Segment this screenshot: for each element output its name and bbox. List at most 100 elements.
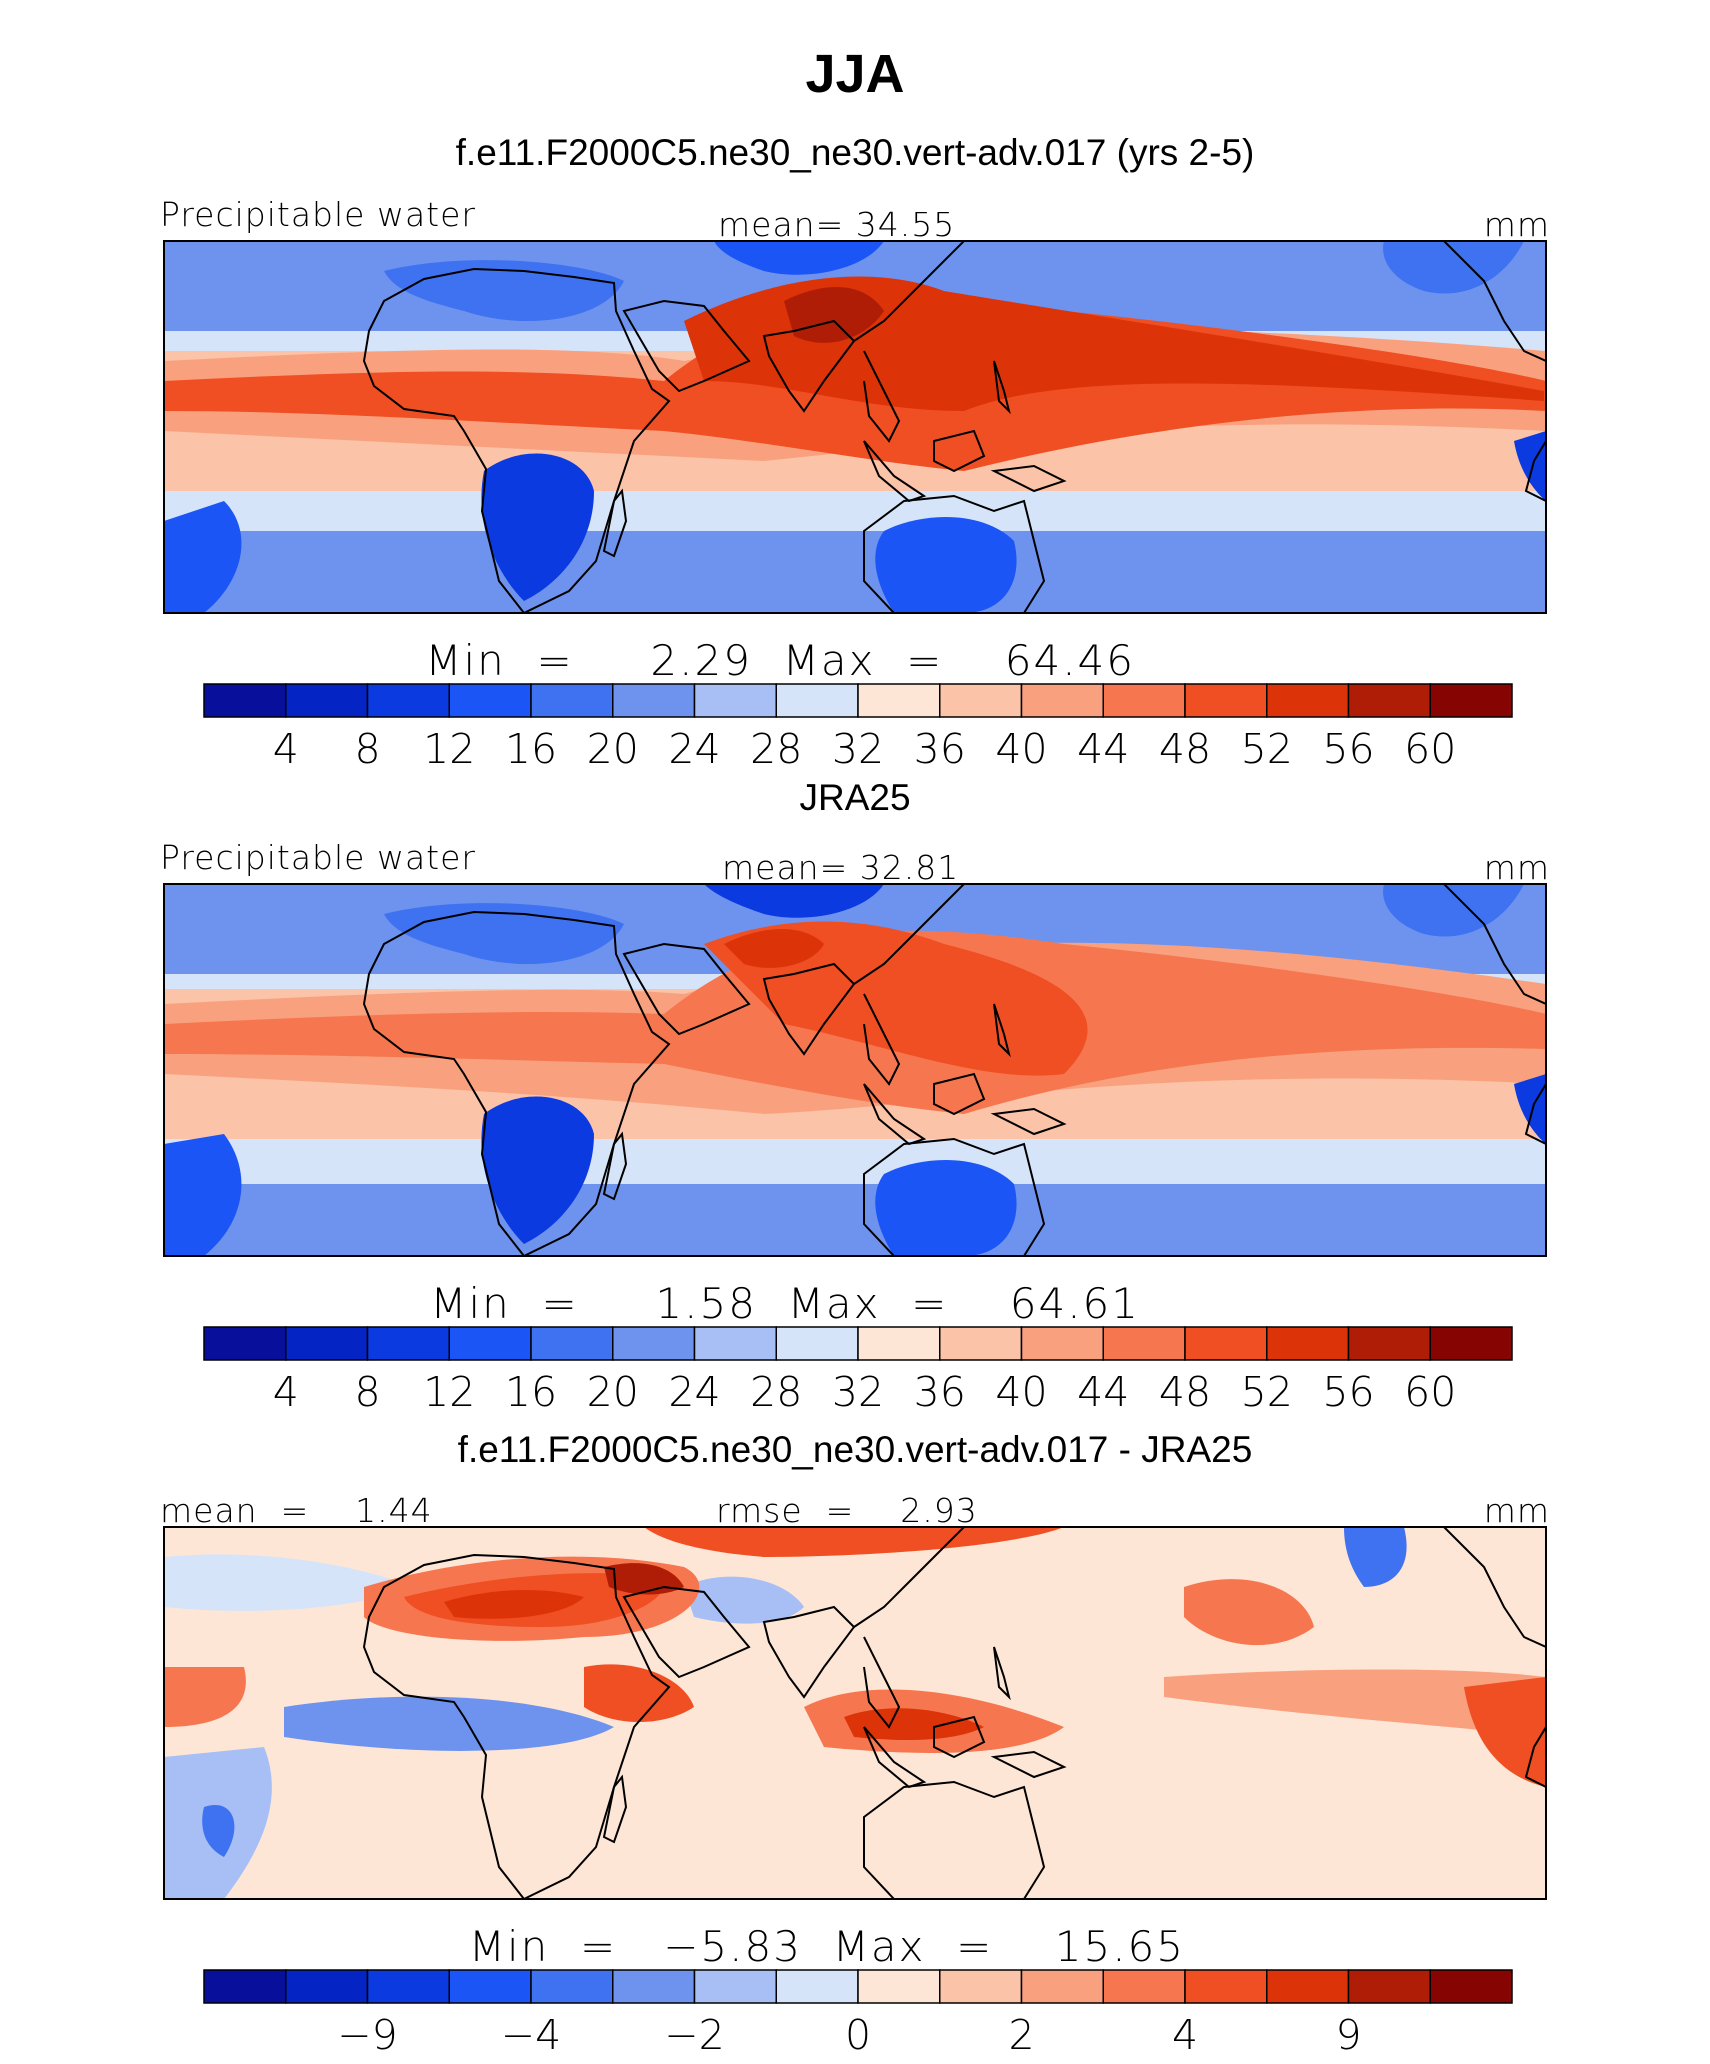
colorbar-swatch	[203, 1969, 287, 2004]
colorbar-swatch	[775, 683, 859, 718]
panel-obs: JRA25 Precipitable water mean= 32.81 mm	[160, 777, 1550, 1416]
panel-model-colorbar: 4 8 12 16 20 24 28 32 36 40 44 48 52 56 60	[203, 683, 1513, 773]
colorbar-swatch	[939, 683, 1023, 718]
colorbar-tick-label: 20	[587, 725, 639, 773]
panel-obs-colorbar: 4 8 12 16 20 24 28 32 36 40 44 48 52 56 60	[203, 1326, 1513, 1416]
colorbar-swatch	[203, 683, 287, 718]
panel-model: f.e11.F2000C5.ne30_ne30.vert-adv.017 (yr…	[160, 132, 1550, 773]
colorbar-swatch	[448, 683, 532, 718]
colorbar-swatch	[775, 1969, 859, 2004]
colorbar-tick-label: 16	[505, 1368, 557, 1416]
colorbar-tick-label: 28	[750, 1368, 802, 1416]
panel-diff: f.e11.F2000C5.ne30_ne30.vert-adv.017 - J…	[160, 1429, 1549, 2059]
panel-model-title: f.e11.F2000C5.ne30_ne30.vert-adv.017 (yr…	[456, 132, 1255, 173]
colorbar-swatch	[1347, 1969, 1431, 2004]
colorbar-tick-label: 40	[995, 725, 1047, 773]
colorbar-tick-label: 44	[1077, 725, 1129, 773]
colorbar-tick-label: 12	[423, 1368, 475, 1416]
colorbar-swatch	[285, 1969, 369, 2004]
colorbar-tick-label: 20	[587, 1368, 639, 1416]
colorbar-swatch	[1184, 683, 1268, 718]
panel-diff-minmax: Min = −5.83 Max = 15.65	[469, 1922, 1185, 1971]
colorbar-swatch	[775, 1326, 859, 1361]
colorbar-swatch	[1429, 1969, 1513, 2004]
colorbar-tick-label: 24	[668, 1368, 720, 1416]
colorbar-tick-label: 48	[1159, 1368, 1211, 1416]
colorbar-tick-label: 44	[1077, 1368, 1129, 1416]
colorbar-swatch	[285, 683, 369, 718]
panel-model-units: mm	[1484, 205, 1550, 244]
colorbar-tick-label: 12	[423, 725, 475, 773]
panel-obs-units: mm	[1484, 848, 1550, 887]
colorbar-swatch	[203, 1326, 287, 1361]
panel-diff-rmse: rmse = 2.93	[716, 1491, 978, 1530]
colorbar-tick-label: −4	[501, 2011, 561, 2059]
colorbar-tick-label: 0	[845, 2011, 871, 2059]
colorbar-swatch	[857, 1969, 941, 2004]
colorbar-tick-label: 32	[832, 1368, 884, 1416]
panel-model-variable: Precipitable water	[160, 195, 476, 234]
panel-diff-map	[164, 1527, 1546, 1899]
colorbar-tick-label: 2	[1008, 2011, 1034, 2059]
colorbar-swatch	[366, 1969, 450, 2004]
season-title: JJA	[805, 44, 904, 104]
colorbar-swatch	[857, 683, 941, 718]
panel-obs-title: JRA25	[799, 777, 910, 818]
colorbar-tick-label: 48	[1159, 725, 1211, 773]
colorbar-tick-label: 9	[1335, 2011, 1361, 2059]
panel-diff-frame	[163, 1526, 1547, 1900]
panel-obs-map	[164, 884, 1546, 1256]
colorbar-tick-label: 4	[273, 1368, 299, 1416]
colorbar-swatch	[530, 1326, 614, 1361]
panel-obs-mean: mean= 32.81	[722, 848, 959, 887]
colorbar-swatch	[448, 1969, 532, 2004]
panel-obs-minmax: Min = 1.58 Max = 64.61	[430, 1279, 1140, 1328]
colorbar-swatch	[612, 1969, 696, 2004]
colorbar-swatch	[448, 1326, 532, 1361]
colorbar-swatch	[693, 1326, 777, 1361]
colorbar-swatch	[857, 1326, 941, 1361]
colorbar-tick-label: 32	[832, 725, 884, 773]
colorbar-tick-label: 16	[505, 725, 557, 773]
colorbar-swatch	[530, 683, 614, 718]
colorbar-tick-label: 56	[1322, 725, 1374, 773]
colorbar-swatch	[1020, 683, 1104, 718]
colorbar-swatch	[693, 683, 777, 718]
colorbar-swatch	[1102, 1969, 1186, 2004]
colorbar-tick-label: 56	[1322, 1368, 1374, 1416]
colorbar-swatch	[1347, 1326, 1431, 1361]
panel-obs-variable: Precipitable water	[160, 838, 476, 877]
panel-model-map	[164, 241, 1546, 613]
colorbar-tick-label: 60	[1404, 725, 1456, 773]
colorbar-tick-label: 52	[1241, 725, 1293, 773]
colorbar-swatch	[1429, 1326, 1513, 1361]
colorbar-swatch	[1347, 683, 1431, 718]
colorbar-tick-label: 60	[1404, 1368, 1456, 1416]
panel-diff-mean: mean = 1.44	[160, 1491, 433, 1530]
colorbar-swatch	[285, 1326, 369, 1361]
colorbar-swatch	[612, 1326, 696, 1361]
colorbar-swatch	[612, 683, 696, 718]
colorbar-tick-label: 8	[354, 725, 380, 773]
colorbar-tick-label: 40	[995, 1368, 1047, 1416]
colorbar-tick-label: 36	[914, 725, 966, 773]
colorbar-swatch	[1266, 683, 1350, 718]
colorbar-tick-label: 52	[1241, 1368, 1293, 1416]
colorbar-swatch	[1429, 683, 1513, 718]
colorbar-swatch	[1266, 1969, 1350, 2004]
colorbar-swatch	[1184, 1326, 1268, 1361]
colorbar-swatch	[939, 1326, 1023, 1361]
colorbar-swatch	[1102, 1326, 1186, 1361]
colorbar-swatch	[939, 1969, 1023, 2004]
colorbar-swatch	[366, 1326, 450, 1361]
panel-diff-title: f.e11.F2000C5.ne30_ne30.vert-adv.017 - J…	[458, 1429, 1253, 1470]
colorbar-swatch	[1020, 1969, 1104, 2004]
colorbar-tick-label: 4	[1172, 2011, 1198, 2059]
colorbar-swatch	[1184, 1969, 1268, 2004]
colorbar-tick-label: 28	[750, 725, 802, 773]
panel-model-frame	[163, 240, 1547, 614]
colorbar-swatch	[1266, 1326, 1350, 1361]
colorbar-swatch	[366, 683, 450, 718]
colorbar-tick-label: −9	[337, 2011, 397, 2059]
